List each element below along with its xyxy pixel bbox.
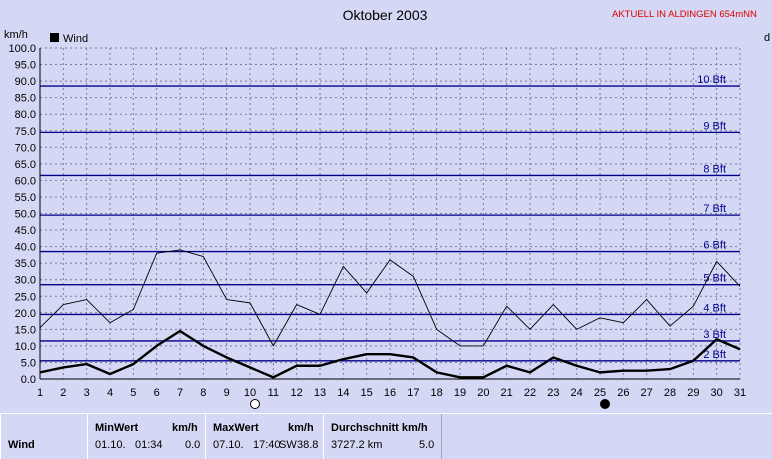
beaufort-label: 7 Bft [703, 203, 726, 215]
avg-value: 5.0 [419, 439, 435, 451]
x-tick-label: 11 [268, 387, 279, 399]
new-moon-icon [600, 399, 610, 409]
y-tick-label: 85.0 [15, 93, 36, 105]
beaufort-label: 9 Bft [703, 120, 726, 132]
x-tick-label: 1 [37, 387, 43, 399]
chart-title: Oktober 2003 [343, 7, 428, 23]
full-moon-icon [250, 399, 260, 409]
x-tick-label: 3 [84, 387, 90, 399]
x-tick-label: 19 [454, 387, 466, 399]
y-tick-label: 0.0 [21, 374, 36, 386]
x-tick-label: 22 [524, 387, 536, 399]
beaufort-label: 3 Bft [703, 329, 726, 341]
x-tick-label: 31 [734, 387, 746, 399]
x-tick-label: 4 [107, 387, 113, 399]
y-tick-label: 35.0 [15, 258, 36, 270]
y-tick-label: 20.0 [15, 308, 36, 320]
x-tick-label: 20 [477, 387, 489, 399]
x-tick-label: 28 [664, 387, 676, 399]
y-tick-label: 15.0 [15, 324, 36, 336]
min-value: 0.0 [185, 439, 201, 451]
x-tick-label: 30 [711, 387, 723, 399]
max-header: MaxWert [213, 422, 259, 434]
y-axis-unit: km/h [4, 29, 28, 41]
x-tick-label: 23 [547, 387, 559, 399]
beaufort-label: 6 Bft [703, 240, 726, 252]
stats-table: Wind MinWert km/h 01.10. 01:34 0.0 MaxWe… [0, 413, 772, 459]
stats-min-cell: MinWert km/h 01.10. 01:34 0.0 [87, 414, 206, 459]
legend-label: Wind [63, 33, 88, 45]
x-tick-label: 12 [291, 387, 303, 399]
y-tick-label: 65.0 [15, 159, 36, 171]
stats-avg-cell: Durchschnitt km/h 3727.2 km 5.0 [323, 414, 442, 459]
y-tick-label: 30.0 [15, 275, 36, 287]
y-tick-label: 60.0 [15, 175, 36, 187]
moon-phases [250, 399, 610, 409]
x-tick-label: 2 [60, 387, 66, 399]
y-tick-label: 70.0 [15, 142, 36, 154]
stats-max-cell: MaxWert km/h 07.10. 17:40 SW 38.8 [205, 414, 324, 459]
y-tick-label: 50.0 [15, 209, 36, 221]
chart-axes: 0.0 5.0 10.0 15.0 20.0 25.0 30.0 35.0 40.0 45.0 50… [8, 43, 746, 399]
beaufort-label: 8 Bft [703, 163, 726, 175]
min-header: MinWert [95, 422, 139, 434]
x-tick-label: 21 [501, 387, 513, 399]
stats-row-label-cell: Wind [0, 414, 88, 459]
wind-chart: 2 Bft 3 Bft 4 Bft 5 Bft 6 Bft 7 Bft 8 Bft 9 Bft… [4, 7, 770, 409]
y-tick-label: 55.0 [15, 192, 36, 204]
max-date: 07.10. [213, 439, 244, 451]
x-tick-label: 15 [361, 387, 373, 399]
chart-grid [39, 47, 741, 380]
y-tick-label: 25.0 [15, 291, 36, 303]
beaufort-label: 5 Bft [703, 273, 726, 285]
avg-distance: 3727.2 km [331, 439, 383, 451]
min-time: 01:34 [135, 439, 163, 451]
x-tick-label: 17 [407, 387, 419, 399]
x-tick-label: 14 [337, 387, 349, 399]
x-tick-label: 16 [384, 387, 396, 399]
min-date: 01.10. [95, 439, 126, 451]
max-value: 38.8 [297, 439, 319, 451]
x-tick-label: 6 [154, 387, 160, 399]
x-tick-label: 8 [200, 387, 206, 399]
status-link[interactable]: AKTUELL IN ALDINGEN 654mNN [612, 9, 757, 20]
y-tick-label: 90.0 [15, 76, 36, 88]
beaufort-label: 4 Bft [703, 302, 726, 314]
x-tick-label: 24 [571, 387, 583, 399]
series-line-bold [39, 329, 741, 379]
y-tick-label: 40.0 [15, 242, 36, 254]
y-tick-label: 100.0 [8, 43, 36, 55]
right-axis-marker: d [764, 32, 770, 44]
x-tick-label: 27 [641, 387, 653, 399]
avg-header: Durchschnitt km/h [331, 422, 428, 434]
y-tick-label: 45.0 [15, 225, 36, 237]
x-tick-label: 18 [431, 387, 443, 399]
x-tick-label: 25 [594, 387, 606, 399]
y-tick-label: 80.0 [15, 109, 36, 121]
max-time: 17:40 [253, 439, 281, 451]
y-tick-label: 10.0 [15, 341, 36, 353]
beaufort-lines: 2 Bft 3 Bft 4 Bft 5 Bft 6 Bft 7 Bft 8 Bft 9 Bft… [40, 74, 740, 362]
x-tick-label: 5 [130, 387, 136, 399]
x-tick-label: 10 [244, 387, 256, 399]
y-tick-label: 75.0 [15, 126, 36, 138]
beaufort-label: 10 Bft [697, 74, 726, 86]
series-line-thin [39, 249, 741, 347]
min-unit: km/h [172, 422, 198, 434]
y-tick-label: 95.0 [15, 60, 36, 72]
x-tick-label: 7 [177, 387, 183, 399]
max-unit: km/h [288, 422, 314, 434]
stats-row-label: Wind [8, 439, 35, 451]
x-tick-label: 26 [617, 387, 629, 399]
y-tick-label: 5.0 [21, 357, 36, 369]
legend-swatch [50, 33, 59, 42]
chart-series [39, 249, 741, 379]
x-tick-label: 13 [314, 387, 326, 399]
max-direction: SW [279, 439, 297, 451]
x-tick-label: 29 [687, 387, 699, 399]
beaufort-label: 2 Bft [703, 349, 726, 361]
x-tick-label: 9 [224, 387, 230, 399]
